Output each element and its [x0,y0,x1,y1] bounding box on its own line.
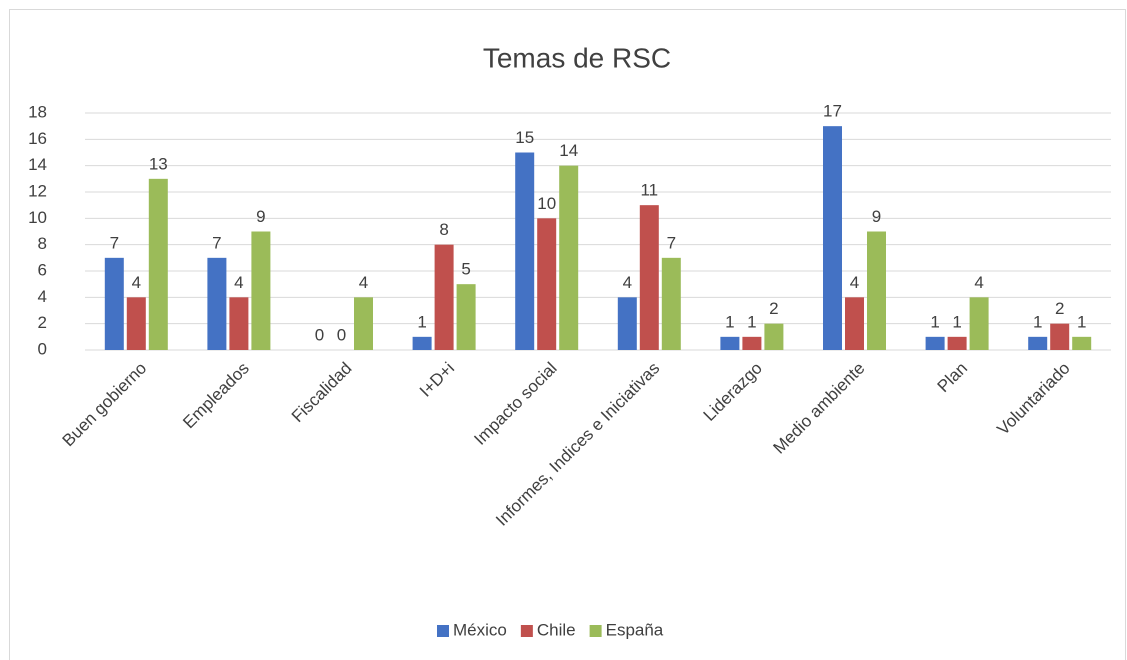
bar [742,336,762,350]
data-label: 9 [256,207,265,226]
data-label: 10 [537,194,556,213]
data-label: 1 [1077,312,1086,331]
data-label: 17 [823,102,842,121]
data-label: 13 [149,154,168,173]
bar [229,297,249,350]
y-tick-label: 0 [38,339,47,358]
data-label: 11 [640,181,658,200]
y-tick-label: 18 [28,102,47,121]
y-tick-label: 16 [28,129,47,148]
data-label: 5 [461,260,470,279]
y-tick-label: 4 [38,287,47,306]
data-label: 4 [974,273,983,292]
bar [559,165,579,350]
bar [947,336,967,350]
data-label: 4 [359,273,368,292]
bar [823,126,842,351]
data-label: 0 [337,325,346,344]
bar [845,297,864,350]
data-label: 7 [110,233,119,252]
data-label: 9 [872,207,881,226]
data-label: 2 [1055,299,1064,318]
bar [148,178,168,350]
bar [354,297,373,350]
bar [1072,336,1092,350]
y-tick-label: 10 [28,208,47,227]
bar [764,323,784,350]
data-label: 0 [315,325,324,344]
y-tick-label: 12 [28,181,47,200]
bar [104,257,124,350]
data-label: 4 [623,273,632,292]
data-label: 2 [769,299,778,318]
bar [207,257,227,350]
y-tick-label: 14 [28,155,47,174]
legend-label: España [606,620,664,639]
legend-swatch [589,625,602,637]
data-label: 7 [212,233,221,252]
y-tick-label: 8 [38,234,47,253]
bar [661,257,681,350]
bar [1050,323,1070,350]
bar [537,218,557,350]
legend-swatch [520,625,533,637]
legend-label: México [453,620,507,639]
data-label: 1 [930,312,939,331]
bar [867,231,886,350]
bar [251,231,271,350]
data-label: 1 [747,312,756,331]
bar [515,152,535,350]
data-label: 15 [515,128,534,147]
legend-swatch [437,625,449,637]
bar [925,336,945,350]
bar [1028,336,1048,350]
data-label: 1 [952,312,961,331]
data-label: 1 [417,312,426,331]
bar [639,205,659,350]
bar [617,297,637,350]
data-label: 1 [725,312,734,331]
bar [456,284,476,350]
data-label: 1 [1033,312,1042,331]
data-label: 4 [850,273,859,292]
chart-title: Temas de RSC [483,42,671,73]
legend-label: Chile [537,620,576,639]
y-tick-label: 2 [38,313,47,332]
bar [434,244,454,350]
data-label: 4 [132,273,141,292]
y-tick-label: 6 [38,260,47,279]
data-label: 8 [439,220,448,239]
data-label: 14 [559,141,578,160]
bar [126,297,146,350]
data-label: 4 [234,273,243,292]
bar [969,297,989,350]
bar [720,336,740,350]
bar [412,336,432,350]
data-label: 7 [667,233,676,252]
